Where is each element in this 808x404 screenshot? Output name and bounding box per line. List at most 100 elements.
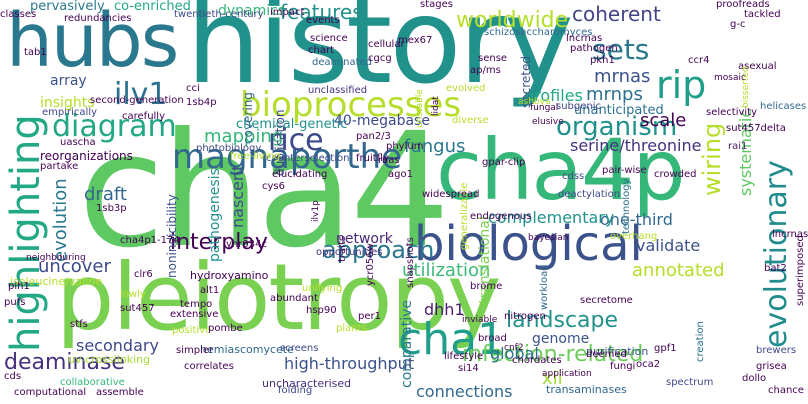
cloud-word: pathogen — [570, 43, 618, 54]
cloud-word: lowly — [120, 289, 146, 300]
cloud-word: uncover — [38, 256, 111, 277]
cloud-word: unifying — [302, 283, 343, 294]
cloud-word: organism — [556, 112, 678, 142]
cloud-word: tempo — [180, 299, 213, 310]
cloud-word: pan2/3 — [356, 131, 391, 142]
cloud-word: ccr4 — [688, 55, 710, 66]
cloud-word: fungus — [404, 136, 466, 157]
cloud-word: bayesian — [528, 233, 569, 243]
cloud-word: insights — [40, 95, 95, 111]
cloud-word: network — [336, 231, 393, 247]
cloud-word: sut457delta — [726, 123, 786, 134]
cloud-word: diverse — [452, 115, 489, 126]
cloud-word: si14 — [458, 363, 479, 374]
cloud-word: landscape — [506, 308, 619, 333]
cloud-word: impact — [270, 7, 305, 18]
cloud-word: mex67 — [398, 35, 433, 46]
cloud-word: selectivity — [706, 107, 758, 118]
cloud-word: brome — [470, 281, 503, 292]
cloud-word: hsp90 — [306, 305, 337, 316]
cloud-word: validate — [636, 236, 701, 255]
cloud-word: infection-related — [462, 342, 644, 367]
cloud-word: deaminated — [312, 57, 373, 68]
cloud-word: per1 — [358, 311, 381, 322]
cloud-word: deactylation — [558, 189, 621, 200]
cloud-word: collaborative — [60, 377, 125, 388]
cloud-word: twentieth-century — [174, 9, 264, 20]
cloud-word: genome — [532, 331, 590, 347]
cloud-word: pih1 — [8, 281, 30, 292]
cloud-word: dhh1 — [424, 300, 465, 319]
cloud-word: lncrnas — [772, 229, 808, 240]
cloud-word: bioprocesses — [240, 85, 462, 125]
cloud-word: secretome — [580, 295, 633, 306]
cloud-word: lidat — [431, 96, 441, 116]
cloud-word: superimposed — [795, 235, 806, 306]
cloud-word: duplication — [273, 109, 287, 176]
cloud-word: interplay — [170, 230, 268, 255]
cloud-word: serine/threonine — [570, 136, 702, 155]
cloud-word: one-third — [600, 210, 673, 229]
cloud-word: phylum — [386, 141, 424, 152]
cloud-word: high-throughput — [284, 354, 415, 373]
cloud-word: tab1 — [24, 47, 47, 58]
cloud-word: lifestyle — [444, 351, 484, 362]
cloud-word: application — [542, 369, 592, 379]
cloud-word: photobiology — [196, 143, 262, 154]
cloud-word: magnaporthe — [172, 137, 403, 177]
cloud-word: abundant — [270, 293, 318, 304]
cloud-word: unstable — [415, 89, 425, 128]
cloud-word: proofreads — [716, 0, 770, 10]
cloud-word: xii — [542, 368, 563, 389]
cloud-word: plants — [336, 323, 367, 334]
cloud-word: pkh1 — [590, 55, 615, 66]
cloud-word: systematic — [736, 108, 755, 196]
cloud-word: 1sb4p — [186, 97, 217, 108]
cloud-word: rip — [656, 63, 707, 107]
cloud-word: history — [186, 0, 574, 110]
cloud-word: rnas — [378, 155, 400, 166]
cloud-word: bat2 — [764, 263, 787, 274]
cloud-word: schizosaccharomyces — [484, 27, 593, 38]
cloud-word: mrnps — [586, 84, 643, 105]
cloud-word: ap/ms — [470, 65, 501, 76]
cloud-word: sut457 — [120, 303, 155, 314]
cloud-word: cha4p1-174 — [120, 235, 180, 246]
cloud-word: alt1 — [200, 285, 220, 296]
cloud-word: 40-megabase — [334, 113, 430, 129]
cloud-word: fungi — [610, 361, 636, 372]
cloud-word: cha1 — [398, 314, 506, 365]
cloud-word: unanticipated — [574, 103, 664, 118]
cloud-word: annotated — [632, 260, 725, 281]
cloud-word: cds — [4, 371, 22, 382]
cloud-word: snapshots — [405, 237, 416, 288]
cloud-word: inviable — [462, 315, 498, 325]
cloud-word: pufs — [4, 297, 26, 308]
cloud-word: dollo — [742, 373, 767, 384]
cloud-word: nascent — [228, 164, 247, 228]
cloud-word: elucidating — [272, 169, 328, 180]
cloud-word: connections — [416, 382, 513, 401]
cloud-word: ilv1p — [311, 200, 321, 222]
cloud-word: approach — [322, 236, 435, 264]
cloud-word: cha4 — [78, 99, 450, 283]
cloud-word: widespread — [422, 189, 480, 200]
cloud-word: stages — [420, 0, 453, 10]
cloud-word: cci — [186, 83, 200, 94]
cloud-word: science — [310, 33, 348, 44]
cloud-word: pleiotropy — [56, 244, 501, 351]
cloud-word: complementary — [488, 208, 615, 227]
cloud-word: sets — [592, 33, 650, 66]
cloud-word: brewers — [756, 345, 797, 356]
cloud-word: asexual — [738, 61, 777, 72]
cloud-word: pombe — [208, 323, 243, 334]
cloud-word: profiles — [524, 86, 583, 105]
cloud-word: positive — [172, 325, 212, 336]
cloud-word: ashbya — [518, 97, 551, 107]
cloud-word: cys6 — [262, 181, 285, 192]
cloud-word: pervasively — [30, 0, 105, 14]
cloud-word: evolutionary — [759, 160, 794, 348]
cloud-word: array — [50, 73, 87, 89]
cloud-word: elusive — [532, 117, 564, 127]
